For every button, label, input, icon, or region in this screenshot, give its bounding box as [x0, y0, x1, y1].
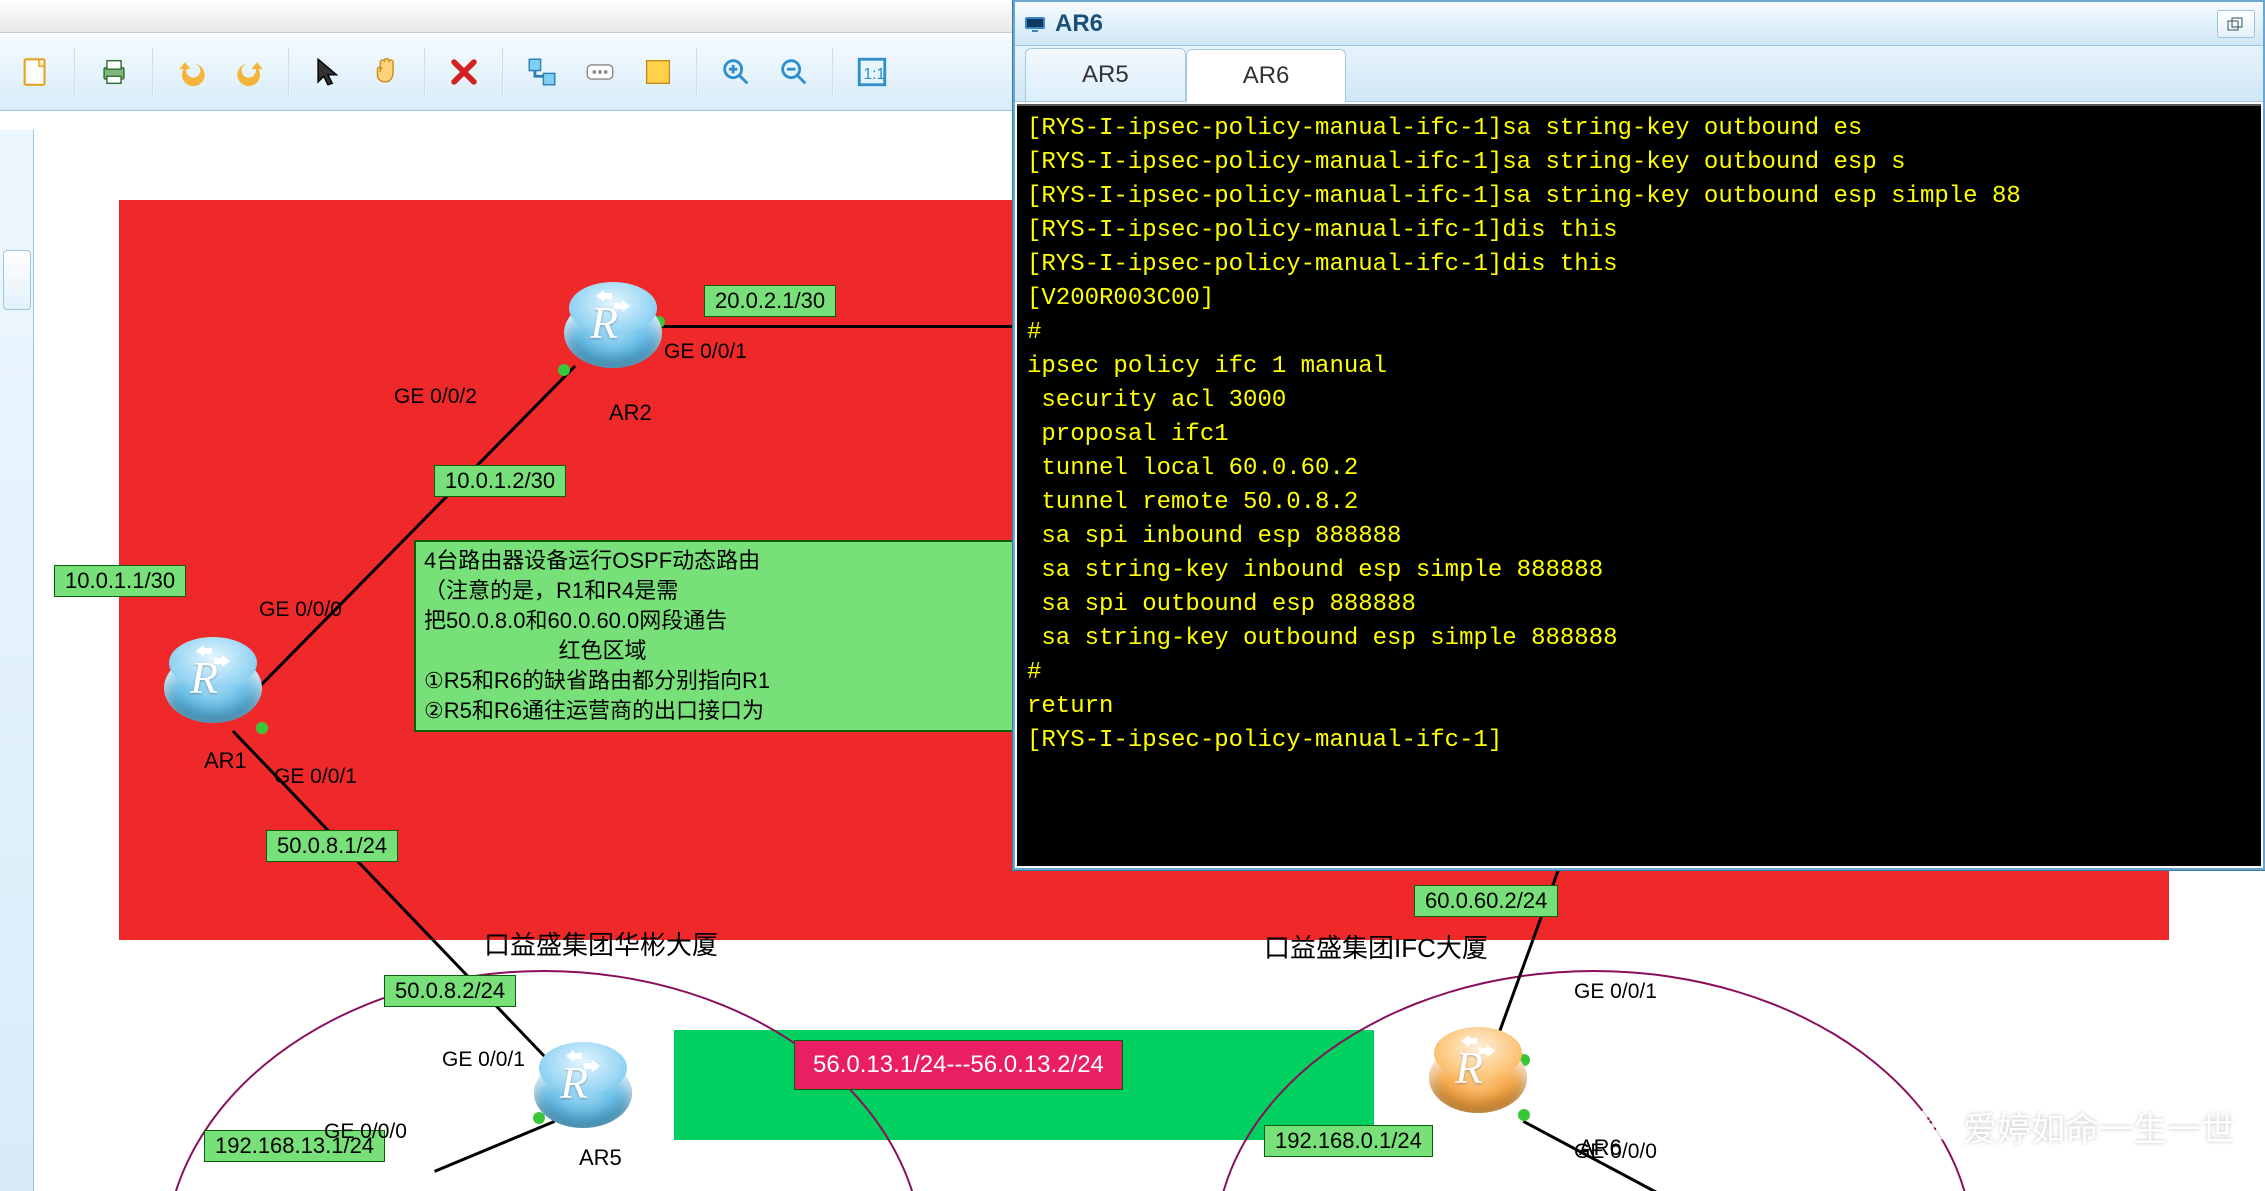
select-icon[interactable] [304, 48, 352, 96]
separator [424, 48, 426, 96]
interface-label: GE 0/0/0 [259, 598, 342, 622]
interface-label: GE 0/0/1 [442, 1048, 525, 1072]
terminal-tab-ar6[interactable]: AR6 [1186, 49, 1347, 102]
terminal-tab-ar5[interactable]: AR5 [1025, 48, 1186, 101]
delete-icon[interactable] [440, 48, 488, 96]
terminal-tabs: AR5AR6 [1015, 46, 2263, 102]
separator [502, 48, 504, 96]
undo-icon[interactable] [168, 48, 216, 96]
config-icon[interactable] [518, 48, 566, 96]
ip-address-label: 10.0.1.1/30 [54, 565, 186, 597]
wechat-icon [1909, 1105, 1953, 1149]
ip-address-label: 50.0.8.1/24 [266, 830, 398, 862]
terminal-titlebar[interactable]: AR6 [1015, 2, 2263, 46]
site-name-label: 口益盛集团华彬大厦 [484, 925, 718, 962]
separator [288, 48, 290, 96]
router-ar6[interactable]: R [1429, 1025, 1527, 1123]
router-label: AR1 [204, 748, 247, 774]
terminal-app-icon [1023, 12, 1047, 36]
interface-label: GE 0/0/0 [324, 1120, 407, 1144]
watermark-text: 爱婷如命一生一世 [1963, 1102, 2235, 1151]
router-label: AR2 [609, 400, 652, 426]
palette-icon[interactable] [634, 48, 682, 96]
tunnel-addresses-label: 56.0.13.1/24---56.0.13.2/24 [794, 1040, 1123, 1090]
ip-address-label: 50.0.8.2/24 [384, 975, 516, 1007]
separator [696, 48, 698, 96]
separator [152, 48, 154, 96]
restore-button[interactable] [2217, 10, 2255, 38]
ip-address-label: 20.0.2.1/30 [704, 285, 836, 317]
separator [832, 48, 834, 96]
interface-label: GE 0/0/2 [394, 385, 477, 409]
ip-address-label: 60.0.60.2/24 [1414, 885, 1558, 917]
svg-text:1:1: 1:1 [864, 66, 886, 83]
interface-label: GE 0/0/1 [1574, 980, 1657, 1004]
text-icon[interactable] [576, 48, 624, 96]
sidebar-tab[interactable] [3, 250, 31, 310]
interface-label: GE 0/0/0 [1574, 1140, 1657, 1164]
router-ar1[interactable]: R [164, 635, 262, 733]
zoom-in-icon[interactable] [712, 48, 760, 96]
ip-address-label: 10.0.1.2/30 [434, 465, 566, 497]
router-ar5[interactable]: R [534, 1040, 632, 1138]
print-icon[interactable] [90, 48, 138, 96]
router-label: AR5 [579, 1145, 622, 1171]
redo-icon[interactable] [226, 48, 274, 96]
network-link[interactable] [659, 325, 1034, 328]
site-name-label: 口益盛集团IFC大厦 [1264, 928, 1488, 965]
new-icon[interactable] [12, 48, 60, 96]
router-ar2[interactable]: R [564, 280, 662, 378]
zoom-out-icon[interactable] [770, 48, 818, 96]
terminal-output[interactable]: [RYS-I-ipsec-policy-manual-ifc-1]sa stri… [1017, 104, 2261, 866]
interface-label: GE 0/0/1 [274, 765, 357, 789]
interface-label: GE 0/0/1 [664, 340, 747, 364]
pan-icon[interactable] [362, 48, 410, 96]
terminal-window[interactable]: AR6 AR5AR6 [RYS-I-ipsec-policy-manual-if… [1013, 0, 2265, 870]
separator [74, 48, 76, 96]
left-sidebar [0, 130, 34, 1191]
ip-address-label: 192.168.0.1/24 [1264, 1125, 1433, 1157]
fit-icon[interactable]: 1:1 [848, 48, 896, 96]
terminal-title: AR6 [1055, 10, 1103, 38]
topology-note: 4台路由器设备运行OSPF动态路由 （注意的是，R1和R4是需 把50.0.8.… [414, 540, 1014, 732]
wechat-watermark: 爱婷如命一生一世 [1909, 1102, 2235, 1151]
